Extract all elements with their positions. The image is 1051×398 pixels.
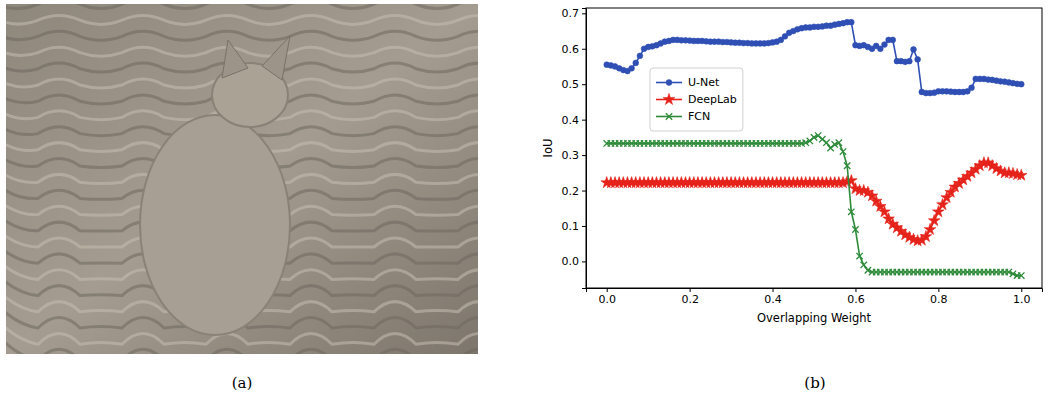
line-chart: 0.00.20.40.60.81.00.00.10.20.30.40.50.60… <box>541 7 1043 325</box>
tick: 0.2 <box>562 185 587 198</box>
photo <box>6 4 478 354</box>
tick-mark <box>582 261 586 262</box>
legend-marker <box>663 93 675 104</box>
tick-mark <box>607 288 608 292</box>
tick-mark <box>582 226 586 227</box>
tick: 0.3 <box>562 149 587 162</box>
tick-label: 0.2 <box>681 293 699 306</box>
series-marker <box>1018 272 1024 278</box>
panel-label: (a) <box>232 374 253 392</box>
tick-mark <box>582 84 586 85</box>
tick-label: 0.4 <box>562 114 580 127</box>
tick-label: 0.0 <box>562 255 580 268</box>
series-marker <box>911 47 917 53</box>
fur-texture <box>6 334 478 354</box>
fur-texture <box>6 47 478 56</box>
tick-label: 1.0 <box>1013 293 1031 306</box>
tick-label: 0.0 <box>598 293 616 306</box>
tick: 0.8 <box>930 288 948 306</box>
tick-label: 0.6 <box>562 43 580 56</box>
tick-label: 0.1 <box>562 220 580 233</box>
legend-box <box>650 68 743 131</box>
tick-mark <box>582 120 586 121</box>
series-marker <box>629 65 635 71</box>
tick-mark <box>582 155 586 156</box>
tick-mark <box>582 13 586 14</box>
series-marker <box>637 53 643 59</box>
tick: 0.7 <box>562 7 587 20</box>
x-axis: 0.0 0.2 0.4 0.6 0.8 1.0 <box>587 288 1043 306</box>
tick: 0.4 <box>764 288 782 306</box>
fur-texture <box>6 349 478 354</box>
legend-label: FCN <box>688 110 710 123</box>
series-marker <box>969 85 975 91</box>
series-marker <box>861 262 867 268</box>
tick: 0.5 <box>562 78 587 91</box>
series-marker <box>840 148 846 154</box>
series-marker <box>915 57 921 63</box>
legend-label: DeepLab <box>688 93 737 106</box>
series-marker <box>848 19 854 25</box>
plot-area <box>601 19 1027 278</box>
series-marker <box>852 226 858 232</box>
tick-label: 0.8 <box>930 293 948 306</box>
axis-line <box>587 289 1043 293</box>
series-marker <box>906 58 912 64</box>
series-line <box>607 163 1022 241</box>
tick-label: 0.6 <box>847 293 865 306</box>
tick: 0.0 <box>562 255 587 268</box>
tick-label: 0.5 <box>562 78 580 91</box>
y-axis-title: IoU <box>541 139 555 158</box>
series-marker <box>836 139 842 145</box>
series-line <box>607 22 1022 93</box>
legend-label: U-Net <box>688 76 720 89</box>
tick-label: 0.2 <box>562 185 580 198</box>
tick: 0.4 <box>562 114 587 127</box>
tick: 0.1 <box>562 220 587 233</box>
series-marker <box>1015 169 1027 180</box>
series-marker <box>633 60 639 66</box>
panel-label: (b) <box>804 374 825 392</box>
series-marker <box>844 163 850 169</box>
series-marker <box>928 215 940 226</box>
series-marker <box>823 139 829 145</box>
tick-label: 0.3 <box>562 149 580 162</box>
series-marker <box>1018 81 1024 87</box>
tick-mark <box>773 288 774 292</box>
fur-texture <box>6 4 478 9</box>
series-marker <box>848 209 854 215</box>
tick-label: 0.4 <box>764 293 782 306</box>
tick-mark <box>938 288 939 292</box>
cat-body <box>140 115 290 335</box>
tick: 0.6 <box>562 43 587 56</box>
fur-texture <box>6 31 478 40</box>
tick-mark <box>690 288 691 292</box>
figure: (a)(b)0.00.20.40.60.81.00.00.10.20.30.40… <box>0 0 1051 398</box>
series-marker <box>924 223 936 234</box>
tick: 0.0 <box>598 288 616 306</box>
tick: 0.6 <box>847 288 865 306</box>
x-axis-title: Overlapping Weight <box>757 311 871 325</box>
tick-mark <box>582 49 586 50</box>
series-marker <box>890 37 896 43</box>
y-axis: 0.0 0.1 0.2 0.3 0.4 0.5 0.6 0.7 <box>562 7 587 288</box>
tick: 1.0 <box>1013 288 1031 306</box>
tick-label: 0.7 <box>562 7 580 20</box>
tick: 0.2 <box>681 288 699 306</box>
legend: U-Net DeepLab FCN <box>650 68 743 131</box>
plot-frame <box>586 8 1042 288</box>
legend-marker <box>666 113 672 119</box>
tick-mark <box>1021 288 1022 292</box>
series-marker <box>882 42 888 48</box>
tick-mark <box>582 191 586 192</box>
series-line <box>607 136 1022 276</box>
fur-texture <box>6 15 478 24</box>
series-marker <box>856 253 862 259</box>
legend-marker <box>666 80 672 86</box>
tick-mark <box>855 288 856 292</box>
cat-ears <box>222 36 290 80</box>
